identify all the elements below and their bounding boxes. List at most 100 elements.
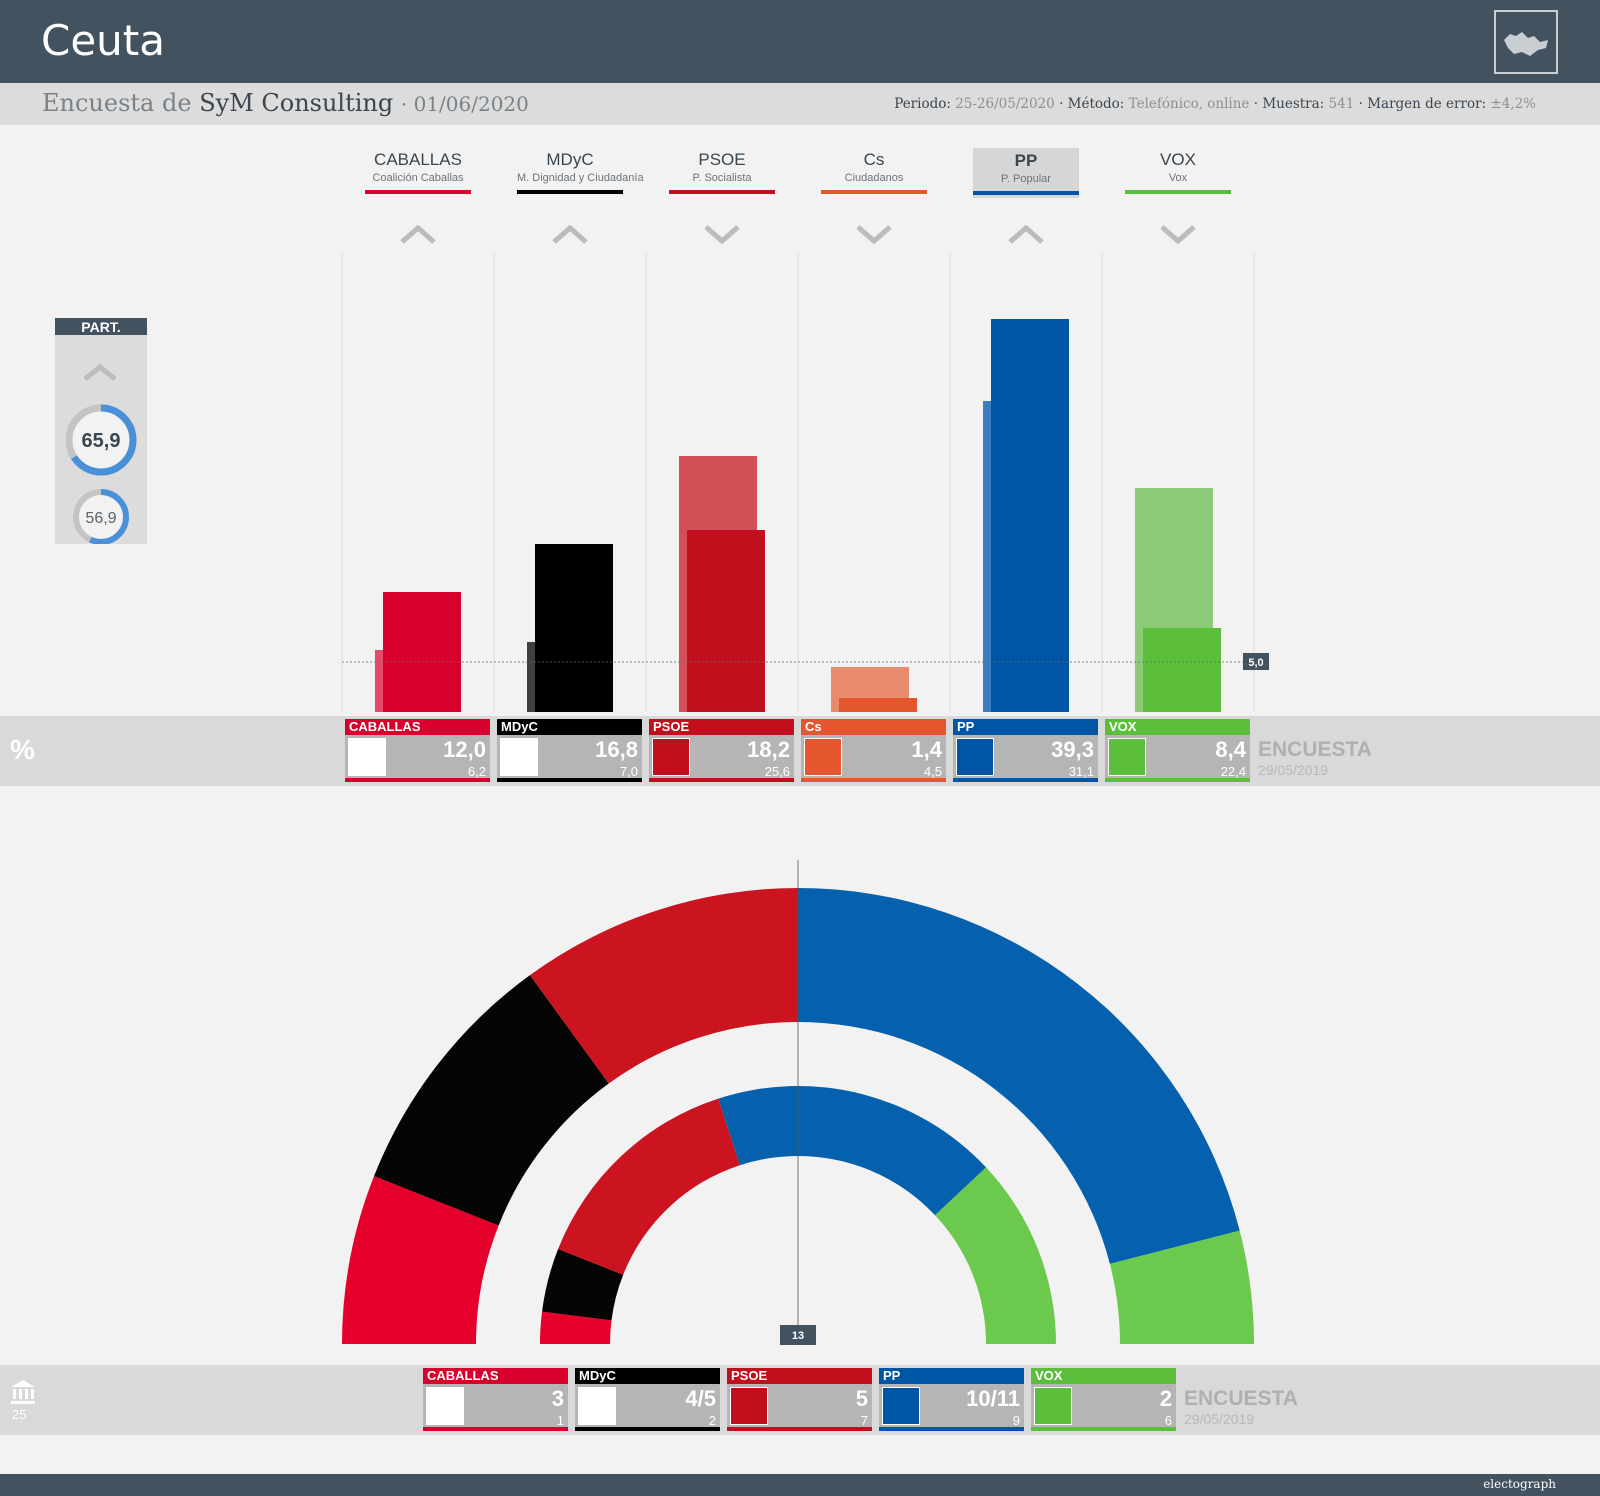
result-card-caballas[interactable]: CABALLAS 12,0 6,2 xyxy=(345,719,490,782)
footer-bar: electograph xyxy=(0,1474,1600,1496)
subheader: Encuesta de SyM Consulting · 01/06/2020 … xyxy=(0,83,1600,125)
card-party-name: VOX xyxy=(1031,1368,1176,1384)
chevron-down-icon xyxy=(856,225,892,245)
seat-arc-prev-vox xyxy=(935,1167,1056,1344)
seat-arc-current-mdyc xyxy=(374,975,609,1226)
seat-arc-prev-caballas xyxy=(540,1311,612,1344)
party-logo-icon xyxy=(578,1387,616,1425)
card-color-bar xyxy=(953,778,1098,782)
poll-title: Encuesta de SyM Consulting · 01/06/2020 xyxy=(42,89,529,117)
party-abbr: Cs xyxy=(863,150,885,169)
result-card-psoe[interactable]: PSOE 5 7 xyxy=(727,1368,872,1431)
chevron-up-icon xyxy=(400,224,436,244)
seat-arc-prev-mdyc xyxy=(542,1249,624,1321)
party-full-name: Coalición Caballas xyxy=(372,172,464,184)
result-card-mdyc[interactable]: MDyC 4/5 2 xyxy=(575,1368,720,1431)
participation-gauges: 65,9 56,9 xyxy=(65,363,137,545)
party-header-cs[interactable]: Cs Ciudadanos xyxy=(821,150,927,194)
party-color-line xyxy=(1125,190,1231,194)
party-color-line xyxy=(669,190,775,194)
card-party-name: VOX xyxy=(1105,719,1250,735)
bar-current-vox xyxy=(1143,628,1221,712)
card-prev-value: 6,2 xyxy=(467,764,486,779)
chevron-down-icon xyxy=(1160,225,1196,245)
card-party-name: MDyC xyxy=(575,1368,720,1384)
party-full-name: P. Popular xyxy=(1001,173,1051,185)
card-value: 8,4 xyxy=(1215,737,1246,762)
result-card-mdyc[interactable]: MDyC 16,8 7,0 xyxy=(497,719,642,782)
page-title: Ceuta xyxy=(41,16,165,65)
card-color-bar xyxy=(1031,1427,1176,1431)
party-full-name: Vox xyxy=(1168,172,1188,184)
party-logo-icon xyxy=(348,738,386,776)
seat-arc-current-psoe xyxy=(529,888,798,1084)
card-color-bar xyxy=(727,1427,872,1431)
margen-label: · Margen de error: xyxy=(1358,96,1487,112)
party-logo-icon xyxy=(1034,1387,1072,1425)
result-card-cs[interactable]: Cs 1,4 4,5 xyxy=(801,719,946,782)
muestra-label: · Muestra: xyxy=(1253,96,1325,112)
seat-arc-prev-pp xyxy=(718,1086,987,1216)
card-color-bar xyxy=(575,1427,720,1431)
party-logo-icon xyxy=(652,738,690,776)
party-abbr: PSOE xyxy=(698,150,746,169)
party-header-mdyc[interactable]: MDyC M. Dignidad y Ciudadanía xyxy=(517,150,644,194)
result-card-vox[interactable]: VOX 2 6 xyxy=(1031,1368,1176,1431)
result-card-pp[interactable]: PP 39,3 31,1 xyxy=(953,719,1098,782)
percent-symbol: % xyxy=(10,734,35,765)
card-color-bar xyxy=(423,1427,568,1431)
chevron-up-icon xyxy=(83,363,117,381)
participation-previous-arc xyxy=(73,489,129,545)
card-party-name: MDyC xyxy=(497,719,642,735)
metodo-value: Telefónico, online xyxy=(1128,96,1250,112)
party-logo-icon xyxy=(426,1387,464,1425)
chevron-up-icon xyxy=(1008,224,1044,244)
party-abbr: VOX xyxy=(1160,150,1196,169)
party-header-psoe[interactable]: PSOE P. Socialista xyxy=(669,150,775,194)
card-party-name: PSOE xyxy=(727,1368,872,1384)
card-prev-value: 4,5 xyxy=(923,764,942,779)
pollster-name: SyM Consulting xyxy=(199,89,394,117)
party-logo-icon xyxy=(882,1387,920,1425)
result-card-pp[interactable]: PP 10/11 9 xyxy=(879,1368,1024,1431)
seats-total: 25 xyxy=(12,1407,27,1422)
card-party-name: PSOE xyxy=(649,719,794,735)
party-color-line xyxy=(365,190,471,194)
party-abbr: MDyC xyxy=(546,150,594,169)
card-prev-value: 2 xyxy=(708,1413,716,1428)
poll-details: Periodo: 25-26/05/2020 · Método: Telefón… xyxy=(894,96,1536,112)
participation-current-arc xyxy=(65,404,137,476)
threshold-label: 5,0 xyxy=(1248,657,1263,669)
brand-logo: electograph xyxy=(1483,1477,1556,1491)
card-color-bar xyxy=(649,778,794,782)
parliament-icon xyxy=(11,1380,35,1404)
card-color-bar xyxy=(879,1427,1024,1431)
result-card-vox[interactable]: VOX 8,4 22,4 xyxy=(1105,719,1250,782)
seat-hemicycle-chart: 13 xyxy=(342,860,1254,1345)
card-value: 18,2 xyxy=(747,737,790,762)
card-prev-value: 1 xyxy=(556,1413,564,1428)
participation-label: PART. xyxy=(55,318,147,335)
party-logo-icon xyxy=(804,738,842,776)
card-value: 16,8 xyxy=(595,737,638,762)
bar-current-psoe xyxy=(687,530,765,712)
card-value: 5 xyxy=(855,1386,868,1411)
result-card-psoe[interactable]: PSOE 18,2 25,6 xyxy=(649,719,794,782)
card-prev-value: 7,0 xyxy=(619,764,638,779)
seat-arc-current-pp xyxy=(798,888,1240,1264)
card-prev-value: 7 xyxy=(860,1413,868,1428)
bar-current-pp xyxy=(991,319,1069,712)
vote-share-chart: 5,0 xyxy=(341,252,1269,712)
survey-prev-date: 29/05/2019 xyxy=(1258,762,1329,778)
party-full-name: P. Socialista xyxy=(692,172,752,184)
bar-current-caballas xyxy=(383,592,461,712)
party-header-caballas[interactable]: CABALLAS Coalición Caballas xyxy=(365,150,471,194)
periodo-label: Periodo: xyxy=(894,96,951,112)
party-header-vox[interactable]: VOX Vox xyxy=(1125,150,1231,194)
margen-value: ±4,2% xyxy=(1490,96,1536,112)
result-card-caballas[interactable]: CABALLAS 3 1 xyxy=(423,1368,568,1431)
participation-previous: 56,9 xyxy=(85,510,116,527)
party-header-pp[interactable]: PP P. Popular xyxy=(973,148,1079,198)
card-prev-value: 6 xyxy=(1164,1413,1172,1428)
card-value: 10/11 xyxy=(966,1386,1020,1411)
